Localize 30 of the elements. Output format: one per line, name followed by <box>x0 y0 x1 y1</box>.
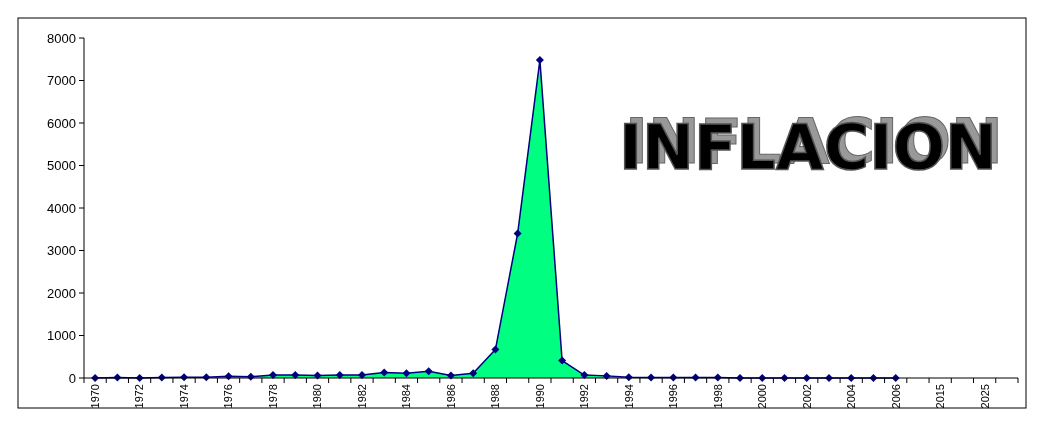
x-tick-label: 1976 <box>222 384 235 409</box>
x-tick-label: 1996 <box>667 384 680 409</box>
y-tick-label: 0 <box>68 370 76 386</box>
x-tick-label: 1988 <box>489 384 502 409</box>
y-tick-label: 1000 <box>47 328 76 344</box>
x-tick-label: 2025 <box>978 384 991 409</box>
y-tick-label: 2000 <box>47 285 76 301</box>
x-tick-label: 2004 <box>845 384 858 409</box>
y-tick-label: 7000 <box>47 73 76 89</box>
y-tick-label: 8000 <box>47 30 76 46</box>
x-tick-label: 1986 <box>444 384 457 409</box>
x-tick-label: 1984 <box>400 384 413 409</box>
y-tick-label: 4000 <box>47 200 76 216</box>
x-tick-label: 1974 <box>177 384 190 409</box>
x-tick-label: 1982 <box>355 384 368 409</box>
y-tick-label: 6000 <box>47 115 76 131</box>
x-tick-label: 2000 <box>756 384 769 409</box>
x-tick-label: 1990 <box>533 384 546 409</box>
x-tick-label: 1980 <box>311 384 324 409</box>
x-tick-label: 2006 <box>889 384 902 409</box>
x-tick-label: 1970 <box>88 384 101 409</box>
x-tick-label: 2015 <box>934 384 947 409</box>
x-tick-label: 1998 <box>711 384 724 409</box>
y-tick-label: 3000 <box>47 243 76 259</box>
x-tick-label: 2002 <box>800 384 813 409</box>
x-tick-label: 1972 <box>133 384 146 409</box>
y-tick-label: 5000 <box>47 158 76 174</box>
x-tick-label: 1978 <box>266 384 279 409</box>
x-tick-label: 1994 <box>622 384 635 409</box>
x-tick-label: 1992 <box>578 384 591 409</box>
